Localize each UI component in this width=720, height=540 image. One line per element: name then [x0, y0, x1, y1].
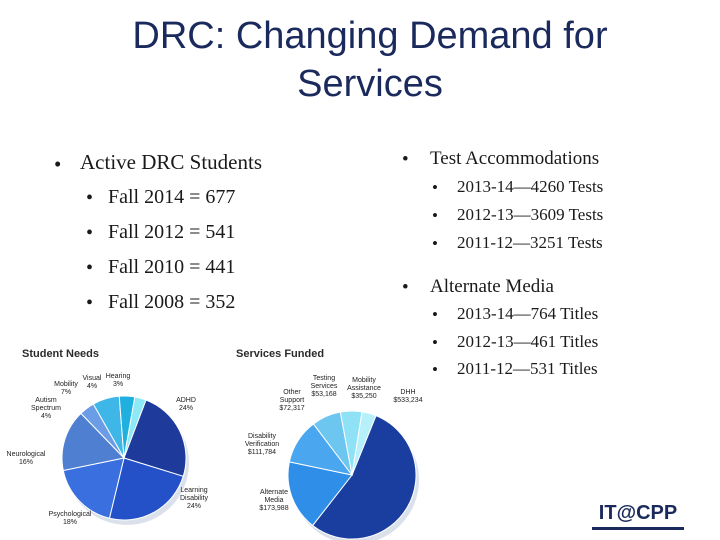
- chart-title-student-needs: Student Needs: [22, 348, 100, 360]
- bullet-icon: •: [432, 360, 438, 379]
- it-cpp-logo: IT@CPP: [592, 500, 684, 530]
- bullet-icon: •: [86, 187, 94, 209]
- bullet-icon: •: [432, 305, 438, 324]
- right-list-heading: Test Accommodations: [430, 148, 600, 169]
- bullet-icon: •: [402, 149, 409, 170]
- pie-label-mobility-assistance: Mobility Assistance $35,250: [347, 377, 381, 400]
- bullet-icon: •: [432, 333, 438, 352]
- pie-slice-neurological: [61, 412, 125, 472]
- pie-label-autism-spectrum: Autism Spectrum 4%: [31, 397, 61, 420]
- pie-slice-alternate-media: [287, 461, 353, 527]
- pie-label-neurological: Neurological 16%: [7, 451, 46, 466]
- services-funded-pie: DHH $533,234 Alternate Media $173,988 Disabil…: [245, 375, 423, 540]
- page-title: DRC: Changing Demand for Services: [132, 15, 608, 105]
- pie-slice-psychological: [62, 457, 125, 519]
- pie-label-hearing: Hearing 3%: [106, 373, 131, 388]
- left-list-item: Fall 2008 = 352: [108, 291, 236, 313]
- pie-slice-adhd: [123, 399, 187, 477]
- pie-slice-mobility-assistance: [351, 411, 377, 476]
- bullet-icon: •: [432, 234, 438, 253]
- pie-label-learning-disability: Learning Disability 24%: [180, 487, 209, 510]
- pie-charts: Hearing 3% ADHD 24% Learning Disability 24% Psy…: [7, 373, 423, 540]
- right-list-item: 2013-14—4260 Tests: [457, 177, 604, 196]
- pie-label-testing-services: Testing Services $53,168: [311, 375, 338, 398]
- right-list-item: 2012-13—461 Titles: [457, 332, 599, 351]
- left-list-item: Fall 2012 = 541: [108, 221, 236, 243]
- chart-title-services-funded: Services Funded: [236, 348, 325, 360]
- bullet-icon: •: [86, 222, 94, 244]
- bullet-icon: •: [86, 292, 94, 314]
- bullet-icon: •: [54, 152, 62, 176]
- right-list-item: 2012-13—3609 Tests: [457, 205, 604, 224]
- pie-label-alternate-media: Alternate Media $173,988: [259, 489, 288, 512]
- right-list-item: 2011-12—531 Titles: [457, 359, 598, 378]
- right-list-heading: Alternate Media: [430, 276, 554, 297]
- bullet-icon: •: [432, 178, 438, 197]
- logo-text: IT@CPP: [598, 502, 678, 524]
- pie-label-other-support: Other Support $72,317: [279, 389, 304, 412]
- left-list-item: Fall 2010 = 441: [108, 256, 236, 278]
- left-list-heading: Active DRC Students: [80, 150, 262, 174]
- bullet-icon: •: [402, 277, 409, 298]
- left-list-item: Fall 2014 = 677: [108, 186, 236, 208]
- pie-slice-visual: [118, 395, 136, 459]
- pie-label-visual: Visual 4%: [83, 375, 102, 390]
- pie-label-psychological: Psychological 18%: [49, 511, 92, 526]
- logo-underline: [592, 527, 684, 530]
- bullet-icon: •: [86, 257, 94, 279]
- student-needs-pie: Hearing 3% ADHD 24% Learning Disability 24% Psy…: [7, 373, 209, 526]
- pie-slice-learning-disability: [108, 457, 184, 521]
- bullet-icon: •: [432, 206, 438, 225]
- right-list-item: 2013-14—764 Titles: [457, 304, 599, 323]
- pie-label-mobility: Mobility 7%: [54, 381, 78, 396]
- pie-label-disability-verification: Disability Verification $111,784: [245, 433, 279, 456]
- pie-label-adhd: ADHD 24%: [176, 397, 196, 412]
- pie-label-dhh: DHH $533,234: [393, 389, 422, 404]
- right-list-item: 2011-12—3251 Tests: [457, 233, 603, 252]
- pie-slice-dhh: [311, 415, 417, 540]
